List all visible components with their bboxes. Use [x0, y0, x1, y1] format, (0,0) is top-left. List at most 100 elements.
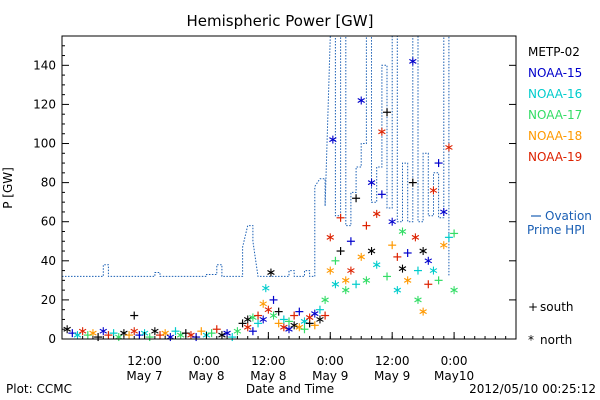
- ovation-legend-label-1: Ovation: [545, 209, 592, 223]
- y-tick-label: 40: [41, 254, 56, 268]
- point-stroke: [259, 316, 267, 322]
- south-marker-symbol: +: [528, 300, 538, 314]
- point-stroke: [218, 332, 226, 338]
- data-point: [393, 286, 402, 295]
- point-stroke: [233, 328, 242, 334]
- point-stroke: [393, 287, 402, 293]
- point-stroke: [357, 98, 365, 103]
- data-point: [419, 307, 427, 316]
- south-marker-label: south: [540, 300, 574, 314]
- point-stroke: [321, 297, 329, 303]
- data-point: [409, 57, 417, 66]
- x-tick-label-date: May 7: [126, 369, 162, 383]
- data-point: [145, 333, 154, 342]
- data-point: [264, 305, 273, 314]
- data-point: [233, 327, 242, 336]
- point-stroke: [411, 234, 420, 240]
- point-stroke: [89, 330, 97, 336]
- point-stroke: [267, 270, 275, 276]
- data-point: [342, 286, 350, 295]
- north-marker-label: north: [540, 333, 572, 347]
- data-point: [125, 331, 134, 340]
- data-point: [347, 266, 355, 275]
- legend: METP-02 NOAA-15 NOAA-16 NOAA-17 NOAA-18 NOAA-…: [528, 45, 582, 164]
- data-point: [259, 315, 267, 324]
- data-point: [305, 313, 314, 322]
- point-stroke: [372, 262, 381, 268]
- data-point: [130, 327, 138, 336]
- legend-entry: NOAA-19: [528, 150, 582, 164]
- data-point: [413, 266, 422, 275]
- data-point: [326, 233, 335, 242]
- ovation-line: [62, 35, 450, 277]
- data-point: [218, 331, 226, 340]
- data-point: [315, 305, 324, 314]
- point-stroke: [63, 326, 71, 332]
- data-point: [440, 207, 448, 216]
- point-stroke: [300, 318, 309, 324]
- data-point: [73, 331, 82, 340]
- data-point: [274, 319, 283, 328]
- data-point: [300, 317, 309, 326]
- point-stroke: [262, 285, 270, 291]
- y-axis: 0 20 40 60 80 100 120 140: [33, 45, 516, 346]
- data-point: [419, 247, 427, 256]
- data-point: [342, 276, 350, 285]
- data-point: [393, 252, 402, 261]
- x-axis-label: Date and Time: [246, 382, 334, 396]
- data-point: [424, 280, 433, 289]
- data-point: [78, 327, 87, 336]
- point-stroke: [342, 277, 350, 283]
- data-point: [357, 96, 365, 105]
- y-tick-label: 60: [41, 215, 56, 229]
- data-point: [207, 329, 216, 338]
- x-tick-label-time: 12:00: [251, 354, 286, 368]
- point-stroke: [357, 254, 365, 260]
- data-point: [331, 280, 340, 289]
- data-point: [362, 221, 371, 230]
- point-stroke: [73, 332, 82, 338]
- point-stroke: [367, 180, 376, 186]
- x-tick-label-time: 12:00: [127, 354, 162, 368]
- data-point: [115, 333, 123, 342]
- data-point: [336, 247, 345, 256]
- point-stroke: [450, 287, 458, 293]
- data-point: [274, 307, 283, 316]
- data-point: [254, 311, 263, 320]
- data-point: [388, 217, 396, 226]
- data-point: [228, 333, 237, 342]
- point-stroke: [187, 332, 195, 338]
- data-point: [440, 241, 448, 250]
- point-stroke: [419, 309, 427, 315]
- point-stroke: [295, 324, 304, 330]
- plot-frame: [61, 35, 517, 340]
- data-point: [300, 325, 309, 334]
- point-stroke: [223, 330, 231, 336]
- point-stroke: [115, 334, 123, 340]
- point-stroke: [176, 332, 185, 338]
- point-stroke: [243, 324, 252, 330]
- data-point: [151, 327, 159, 336]
- point-stroke: [78, 328, 87, 334]
- x-tick-label-date: May 9: [312, 369, 348, 383]
- point-stroke: [440, 209, 448, 215]
- point-stroke: [316, 316, 324, 322]
- point-stroke: [398, 229, 407, 234]
- point-stroke: [290, 322, 298, 328]
- data-point: [372, 260, 381, 269]
- point-stroke: [264, 307, 273, 313]
- y-tick-label: 0: [48, 332, 56, 346]
- point-stroke: [259, 301, 267, 307]
- point-stroke: [362, 277, 371, 283]
- point-stroke: [120, 330, 128, 336]
- data-point: [290, 311, 299, 320]
- data-point: [176, 331, 185, 340]
- data-point: [130, 311, 139, 320]
- point-stroke: [151, 328, 159, 334]
- data-point: [372, 209, 381, 218]
- x-tick-label-time: 0:00: [317, 354, 344, 368]
- y-axis-label: P [GW]: [1, 167, 15, 209]
- data-point: [398, 227, 407, 236]
- x-tick-label-time: 0:00: [193, 354, 220, 368]
- data-point: [444, 233, 453, 242]
